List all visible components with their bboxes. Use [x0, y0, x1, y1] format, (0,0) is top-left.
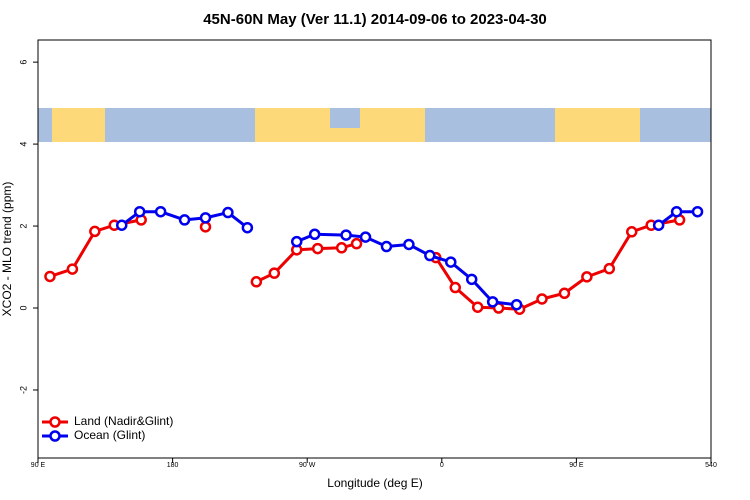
- x-tick-label: 90 E: [569, 462, 584, 469]
- point: [311, 242, 324, 255]
- point: [222, 206, 234, 219]
- point: [691, 205, 704, 218]
- point: [290, 235, 303, 248]
- y-axis-label: XCO2 - MLO trend (ppm): [0, 182, 14, 317]
- y-tick-label: 6: [18, 60, 28, 65]
- legend-marker: [49, 416, 61, 428]
- point: [465, 273, 478, 286]
- point: [340, 229, 352, 241]
- point: [66, 263, 79, 275]
- chart-title: 45N-60N May (Ver 11.1) 2014-09-06 to 202…: [203, 11, 547, 28]
- x-tick-label: 90 W: [299, 462, 316, 469]
- point: [471, 301, 484, 313]
- x-axis-label: Longitude (deg E): [327, 476, 422, 490]
- point: [486, 296, 499, 308]
- point: [154, 205, 167, 218]
- map-ocean: [330, 108, 360, 128]
- point: [199, 221, 212, 233]
- point: [44, 270, 56, 283]
- point: [250, 276, 263, 288]
- map-ocean: [640, 108, 711, 142]
- y-tick-label: -2: [18, 386, 28, 394]
- point: [603, 262, 616, 275]
- point: [558, 287, 571, 300]
- point: [424, 249, 436, 262]
- point: [670, 205, 683, 218]
- point: [510, 298, 523, 311]
- legend-label: Land (Nadir&Glint): [74, 414, 173, 428]
- point: [581, 271, 593, 283]
- plot-frame: [37, 39, 712, 459]
- legend-marker: [49, 430, 61, 442]
- x-tick-label: 180: [167, 462, 179, 469]
- y-tick-label: 0: [18, 306, 28, 311]
- point: [445, 256, 457, 268]
- legend-label: Ocean (Glint): [74, 428, 145, 442]
- point: [178, 214, 191, 226]
- point: [89, 225, 101, 238]
- map-band: [38, 108, 711, 142]
- y-tick-label: 2: [18, 224, 28, 229]
- y-tick-label: 4: [18, 142, 28, 147]
- point: [268, 267, 281, 279]
- point: [350, 237, 363, 250]
- point: [116, 219, 128, 231]
- map-ocean: [105, 108, 255, 142]
- point: [652, 219, 665, 231]
- point: [335, 242, 348, 254]
- x-tick-label: 90 E: [31, 462, 46, 469]
- map-ocean: [425, 108, 555, 142]
- point: [449, 281, 462, 294]
- point: [403, 238, 415, 251]
- point: [536, 293, 548, 305]
- map-ocean: [38, 108, 52, 142]
- x-tick-label: 0: [440, 462, 444, 469]
- point: [199, 212, 212, 224]
- point: [625, 226, 638, 238]
- point: [380, 240, 393, 253]
- x-tick-label: 540: [705, 462, 717, 469]
- point: [308, 228, 321, 240]
- point: [133, 205, 146, 218]
- point: [241, 221, 254, 234]
- point: [359, 231, 372, 243]
